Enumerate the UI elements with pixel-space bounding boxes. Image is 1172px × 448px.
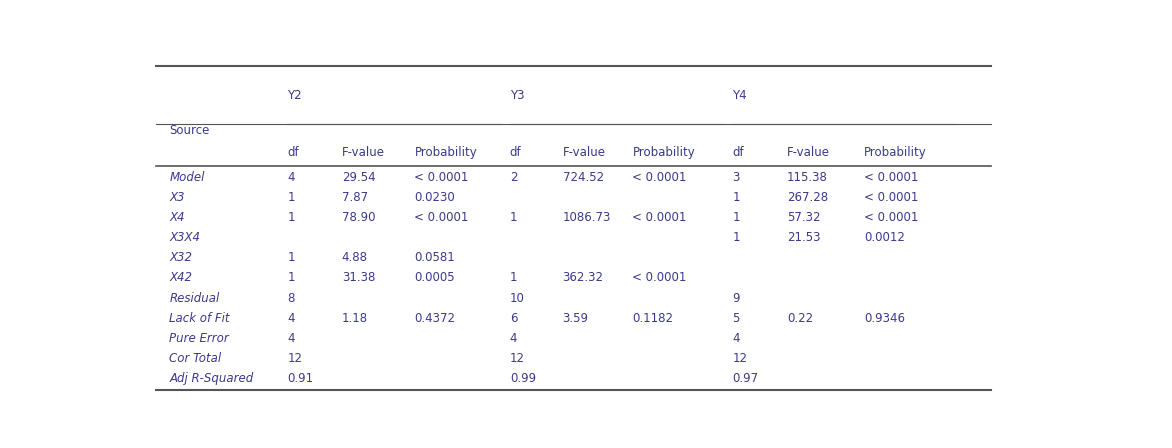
Text: 1: 1: [287, 211, 295, 224]
Text: Probability: Probability: [633, 146, 695, 159]
Text: Residual: Residual: [169, 292, 219, 305]
Text: 267.28: 267.28: [786, 191, 827, 204]
Text: 0.0581: 0.0581: [415, 251, 455, 264]
Text: Y4: Y4: [732, 89, 747, 102]
Text: 1: 1: [510, 211, 517, 224]
Text: 1086.73: 1086.73: [563, 211, 611, 224]
Text: 0.97: 0.97: [732, 372, 758, 385]
Text: 4: 4: [287, 171, 295, 184]
Text: X3X4: X3X4: [169, 231, 200, 244]
Text: 724.52: 724.52: [563, 171, 604, 184]
Text: 1: 1: [732, 191, 740, 204]
Text: 57.32: 57.32: [786, 211, 820, 224]
Text: 31.38: 31.38: [342, 271, 375, 284]
Text: 12: 12: [510, 352, 525, 365]
Text: 8: 8: [287, 292, 294, 305]
Text: 4: 4: [732, 332, 740, 345]
Text: 0.99: 0.99: [510, 372, 536, 385]
Text: Y3: Y3: [510, 89, 524, 102]
Text: df: df: [287, 146, 299, 159]
Text: Model: Model: [169, 171, 205, 184]
Text: 1: 1: [732, 211, 740, 224]
Text: 0.9346: 0.9346: [864, 312, 905, 325]
Text: 0.0005: 0.0005: [415, 271, 455, 284]
Text: Cor Total: Cor Total: [169, 352, 222, 365]
Text: 2: 2: [510, 171, 517, 184]
Text: Probability: Probability: [415, 146, 477, 159]
Text: 0.4372: 0.4372: [415, 312, 456, 325]
Text: 21.53: 21.53: [786, 231, 820, 244]
Text: 4: 4: [287, 332, 295, 345]
Text: < 0.0001: < 0.0001: [415, 211, 469, 224]
Text: 78.90: 78.90: [342, 211, 375, 224]
Text: 0.1182: 0.1182: [633, 312, 674, 325]
Text: 362.32: 362.32: [563, 271, 604, 284]
Text: 6: 6: [510, 312, 517, 325]
Text: 0.0230: 0.0230: [415, 191, 455, 204]
Text: X42: X42: [169, 271, 192, 284]
Text: 115.38: 115.38: [786, 171, 827, 184]
Text: 3: 3: [732, 171, 740, 184]
Text: Lack of Fit: Lack of Fit: [169, 312, 230, 325]
Text: Y2: Y2: [287, 89, 302, 102]
Text: Pure Error: Pure Error: [169, 332, 229, 345]
Text: 29.54: 29.54: [342, 171, 375, 184]
Text: 4: 4: [510, 332, 517, 345]
Text: 10: 10: [510, 292, 525, 305]
Text: 1: 1: [287, 191, 295, 204]
Text: 4: 4: [287, 312, 295, 325]
Text: 1: 1: [732, 231, 740, 244]
Text: df: df: [732, 146, 744, 159]
Text: Source: Source: [169, 124, 210, 137]
Text: X4: X4: [169, 211, 185, 224]
Text: X3: X3: [169, 191, 185, 204]
Text: 4.88: 4.88: [342, 251, 368, 264]
Text: 0.22: 0.22: [786, 312, 813, 325]
Text: < 0.0001: < 0.0001: [633, 171, 687, 184]
Text: Adj R-Squared: Adj R-Squared: [169, 372, 253, 385]
Text: 1.18: 1.18: [342, 312, 368, 325]
Text: 7.87: 7.87: [342, 191, 368, 204]
Text: < 0.0001: < 0.0001: [864, 171, 919, 184]
Text: < 0.0001: < 0.0001: [633, 211, 687, 224]
Text: < 0.0001: < 0.0001: [633, 271, 687, 284]
Text: < 0.0001: < 0.0001: [415, 171, 469, 184]
Text: df: df: [510, 146, 522, 159]
Text: 1: 1: [510, 271, 517, 284]
Text: 3.59: 3.59: [563, 312, 588, 325]
Text: X32: X32: [169, 251, 192, 264]
Text: < 0.0001: < 0.0001: [864, 191, 919, 204]
Text: 1: 1: [287, 271, 295, 284]
Text: 5: 5: [732, 312, 740, 325]
Text: F-value: F-value: [563, 146, 606, 159]
Text: Probability: Probability: [864, 146, 927, 159]
Text: 12: 12: [732, 352, 748, 365]
Text: 1: 1: [287, 251, 295, 264]
Text: < 0.0001: < 0.0001: [864, 211, 919, 224]
Text: 0.0012: 0.0012: [864, 231, 905, 244]
Text: 12: 12: [287, 352, 302, 365]
Text: F-value: F-value: [342, 146, 384, 159]
Text: 9: 9: [732, 292, 740, 305]
Text: 0.91: 0.91: [287, 372, 313, 385]
Text: F-value: F-value: [786, 146, 830, 159]
